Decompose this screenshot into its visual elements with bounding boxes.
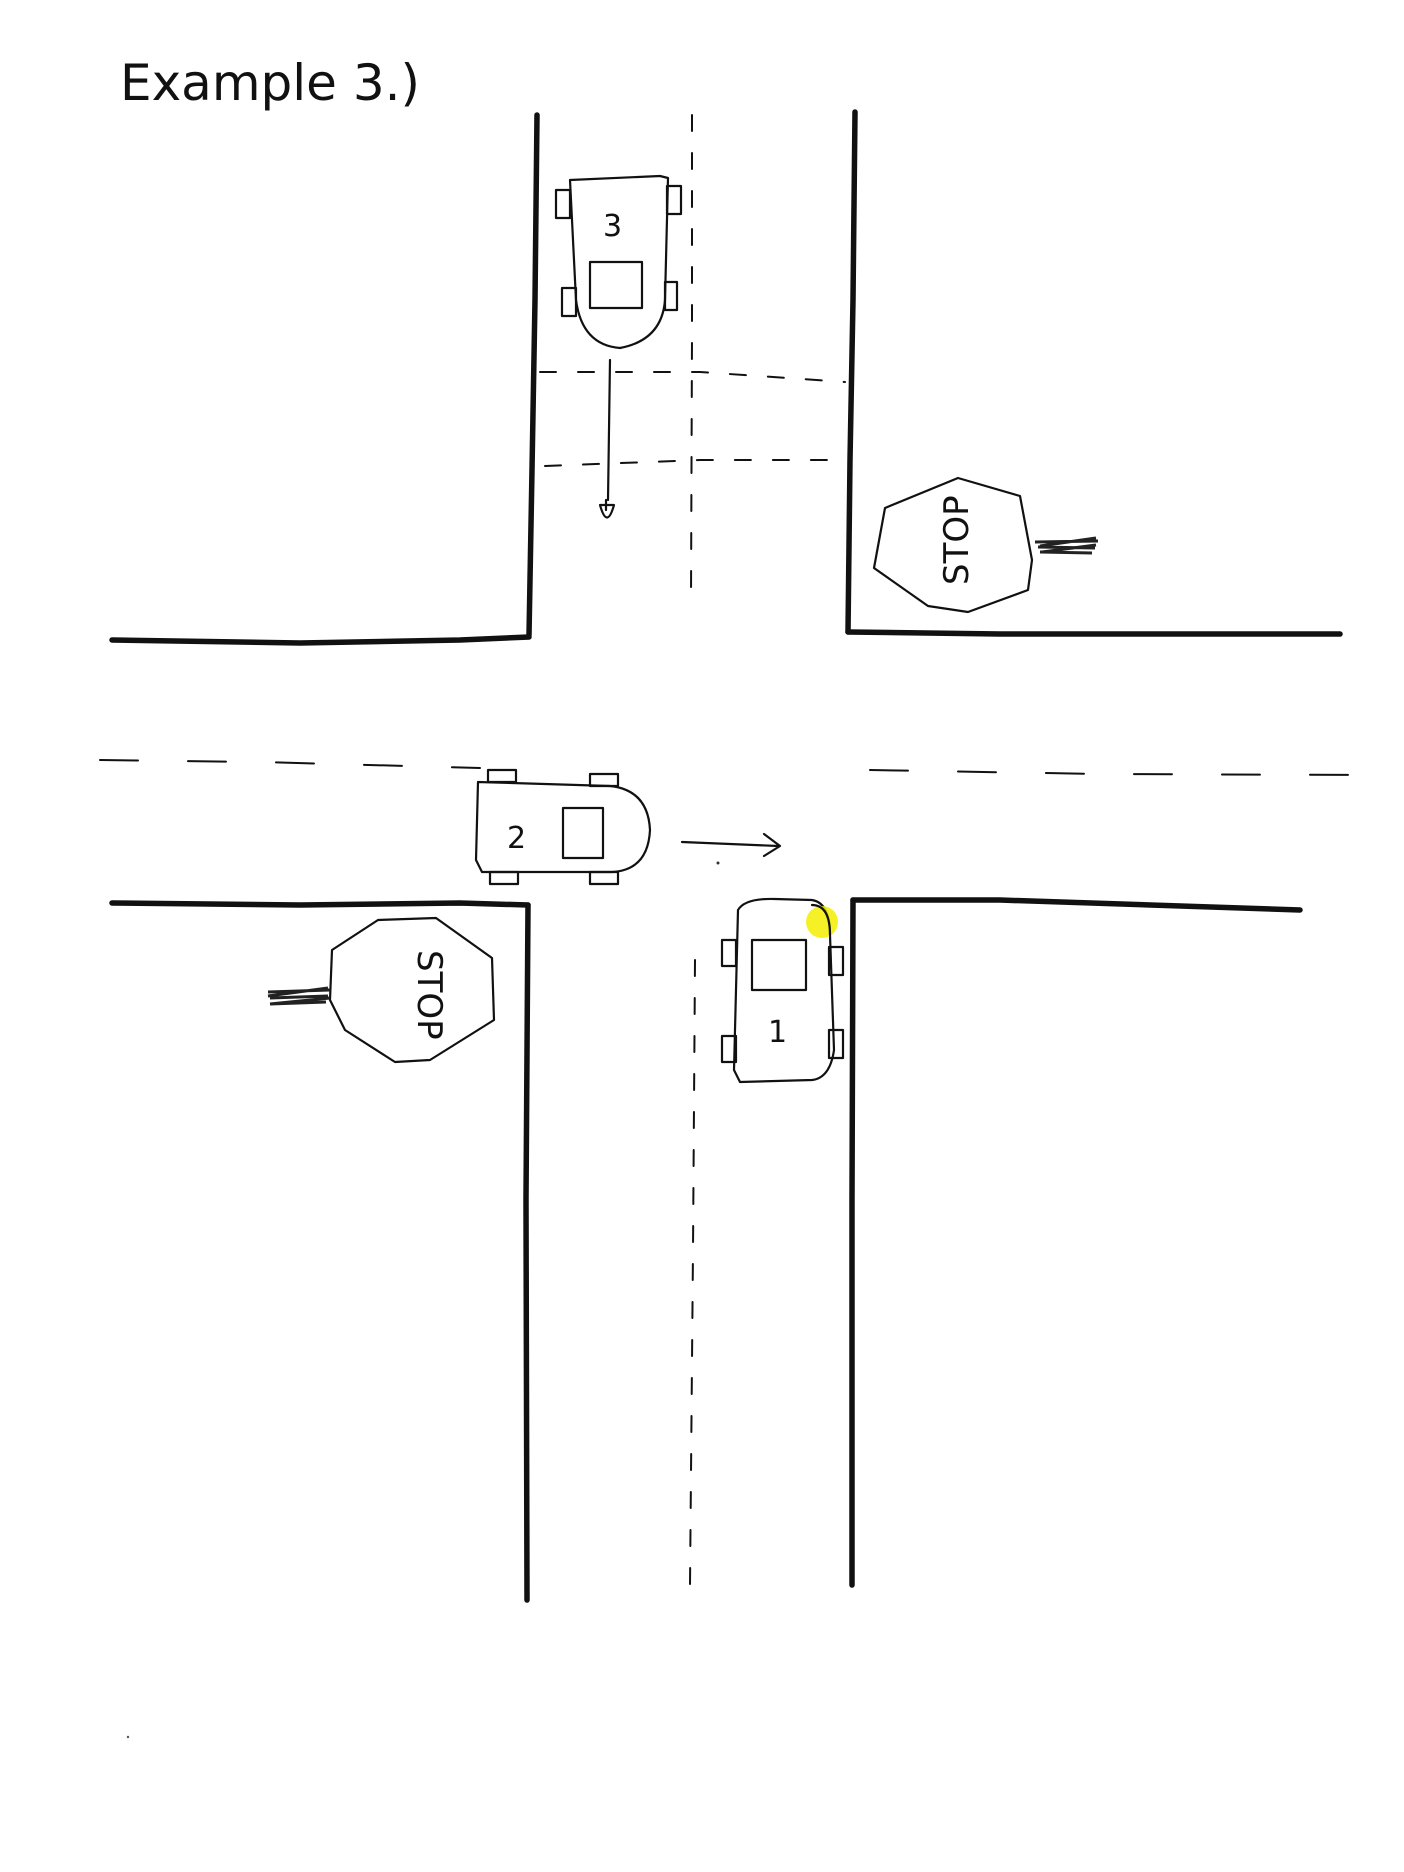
vehicle-3: 3 — [554, 174, 683, 519]
vehicle-2-wheel-fr — [588, 870, 620, 886]
vehicle-1-windshield — [750, 938, 808, 992]
stop-line-north-2 — [544, 459, 843, 467]
vehicle-1-wheel-rl — [720, 1034, 738, 1064]
vehicle-2-wheel-fl — [588, 772, 620, 788]
vehicle-1-wheel-rr — [827, 1028, 845, 1060]
stop-line-north-1 — [539, 371, 846, 383]
curb-south-left — [523, 902, 531, 1603]
vehicle-3-wheel-fr — [665, 184, 683, 216]
vehicle-1-corner-stroke — [810, 903, 832, 937]
stop-sign-southwest-text: STOP — [409, 950, 449, 1040]
stop-sign-southwest-octagon — [328, 916, 496, 1064]
vehicle-2-wheel-rr — [488, 870, 520, 886]
vehicle-2-wheel-rl — [486, 768, 518, 784]
centerline-west — [99, 759, 481, 769]
curb-west-top — [109, 634, 532, 646]
stop-sign-northeast-octagon — [872, 476, 1034, 614]
vehicle-1-label: 1 — [768, 1015, 787, 1050]
curb-north-left — [526, 112, 540, 638]
vehicle-2-windshield — [561, 806, 605, 860]
curb-east-top — [845, 629, 1343, 637]
vehicle-3-wheel-rr — [663, 280, 679, 312]
vehicle-2-arrow — [680, 832, 782, 858]
stop-sign-northeast-text: STOP — [937, 495, 977, 585]
vehicle-1: 1 — [720, 897, 845, 1084]
curb-north-right — [845, 109, 858, 635]
centerline-east — [869, 769, 1371, 776]
vehicle-1-highlight — [806, 906, 838, 938]
lane-markings — [99, 114, 1371, 1586]
stray-dot — [716, 861, 720, 865]
vehicle-1-wheel-fr — [827, 945, 845, 977]
stop-sign-southwest: STOP — [267, 916, 496, 1064]
vehicle-3-label: 3 — [603, 209, 622, 244]
stray-dot — [126, 1735, 130, 1739]
stop-sign-southwest-post — [267, 986, 331, 1006]
road-curbs — [109, 109, 1343, 1603]
curb-east-bottom — [850, 897, 1303, 913]
stop-sign-northeast-post — [1034, 536, 1099, 555]
vehicle-2: 2 — [474, 768, 782, 886]
vehicle-3-windshield — [588, 260, 644, 310]
centerline-south — [689, 959, 696, 1586]
curb-west-bottom — [109, 900, 531, 908]
curb-south-right — [849, 897, 856, 1588]
vehicle-2-label: 2 — [507, 821, 526, 856]
vehicle-1-wheel-fl — [720, 938, 738, 968]
centerline-north — [690, 114, 693, 601]
stop-sign-northeast: STOP — [872, 476, 1099, 614]
vehicle-3-wheel-fl — [554, 188, 572, 220]
diagram-title: Example 3.) — [120, 54, 420, 112]
vehicle-3-wheel-rl — [560, 286, 578, 318]
vehicle-3-arrow — [598, 358, 616, 519]
